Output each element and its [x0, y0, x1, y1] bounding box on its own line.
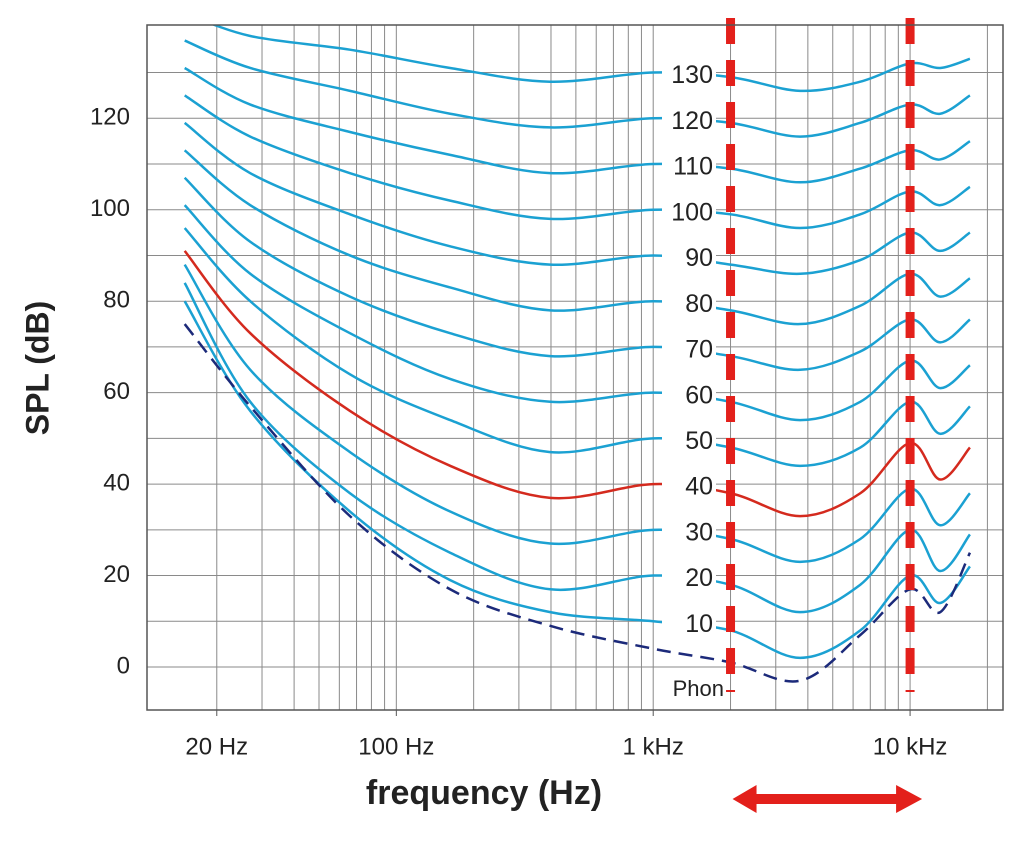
curve-label: 70 [685, 336, 713, 364]
curve [184, 94, 971, 230]
curve-label-bg [662, 518, 716, 549]
curve-label-bg [662, 610, 716, 641]
curve-label: 120 [671, 107, 713, 135]
curve-label-bg [662, 198, 716, 229]
y-tick-label: 40 [103, 469, 130, 496]
curve-label: 90 [685, 244, 713, 272]
overlay: 130 120 110 100 90 80 70 60 50 40 30 20 10 Phon [654, 18, 915, 704]
curve-label: 60 [685, 381, 713, 409]
x-tick-label: 100 Hz [358, 733, 434, 760]
plot-frame [146, 24, 1004, 711]
y-tick-label: 0 [117, 652, 130, 679]
curve-label-bg [662, 473, 716, 504]
curve-label: 130 [671, 61, 713, 89]
curve-label: 80 [685, 290, 713, 318]
y-tick-label: 80 [103, 287, 130, 314]
curve [183, 204, 971, 422]
y-tick-label: 60 [103, 378, 130, 405]
curve [183, 149, 971, 326]
y-tick-label: 100 [90, 195, 130, 222]
curve-label: 20 [685, 564, 713, 592]
unit-label-bg [654, 676, 724, 704]
curve [183, 121, 971, 276]
curve-label: 50 [685, 427, 713, 455]
curve [183, 282, 971, 614]
curve-label: 110 [673, 153, 713, 181]
curve-label: 40 [685, 473, 713, 501]
curve-label-bg [662, 153, 716, 184]
curve-label-bg [662, 427, 716, 458]
y-tick-label: 120 [90, 104, 130, 131]
curve [184, 39, 971, 138]
x-tick-label: 10 kHz [873, 733, 948, 760]
curve [183, 300, 971, 660]
curve [183, 176, 971, 372]
grid [147, 25, 1003, 716]
curve-label-bg [662, 381, 716, 412]
curve-label: 30 [685, 518, 713, 546]
unit-label: Phon [673, 676, 724, 701]
y-tick-label: 20 [103, 561, 130, 588]
curve-label-bg [662, 244, 716, 275]
x-axis-label: frequency (Hz) [366, 774, 602, 812]
curve-label-bg [662, 564, 716, 595]
y-axis-label: SPL (dB) [19, 301, 55, 436]
x-tick-label: 1 kHz [623, 733, 684, 760]
x-tick-label: 20 Hz [185, 733, 248, 760]
curve-label-bg [662, 335, 716, 366]
curve-label-bg [662, 61, 716, 92]
curve-label: 100 [671, 198, 713, 226]
curve-label-bg [662, 290, 716, 321]
curve [183, 250, 971, 518]
curve-label-bg [662, 107, 716, 138]
range-arrow [732, 785, 923, 813]
curve-label: 10 [685, 610, 713, 638]
